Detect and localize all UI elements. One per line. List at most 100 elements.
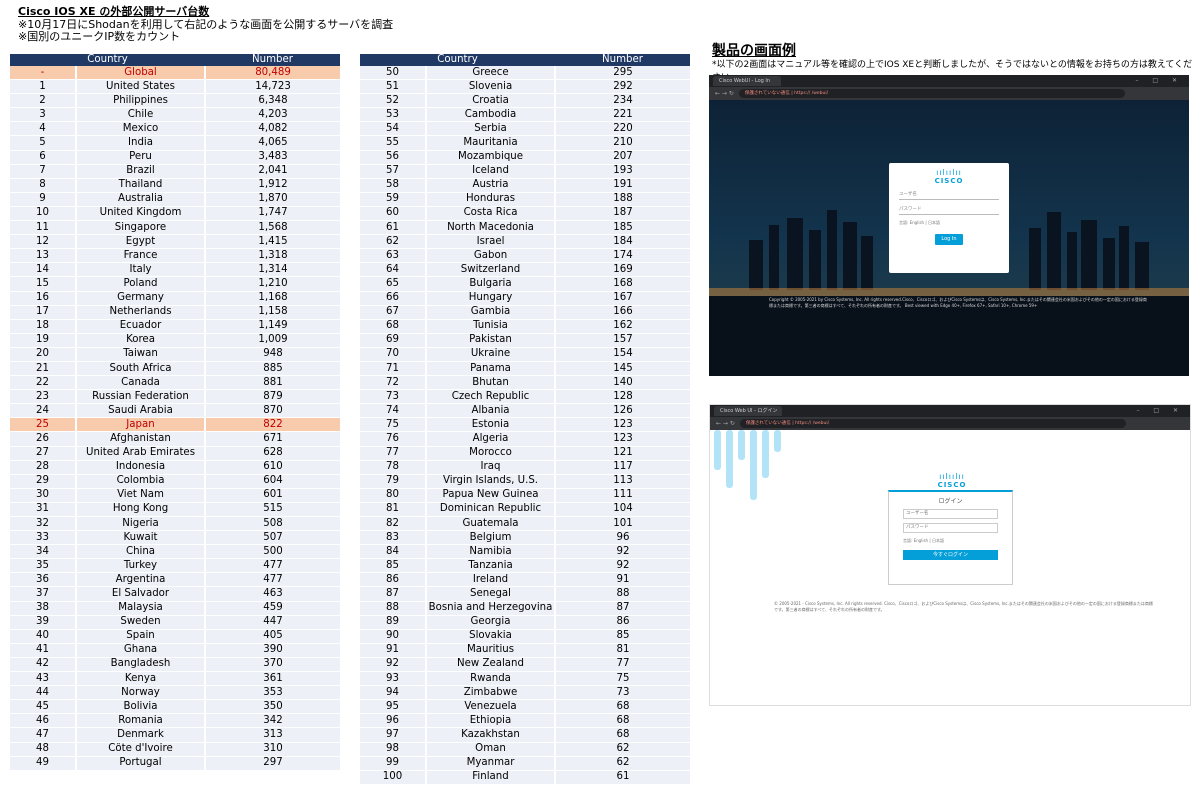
table-row: 79 Virgin Islands, U.S. 113	[360, 474, 691, 489]
number-cell: 221	[554, 107, 691, 122]
country-cell: Panama	[424, 361, 556, 376]
number-cell: 881	[204, 375, 341, 390]
number-cell: 191	[554, 178, 691, 193]
table-row: 29 Colombia 604	[10, 474, 341, 489]
country-cell: Tanzania	[424, 558, 556, 573]
country-cell: Finland	[424, 770, 556, 785]
table-row: 63 Gabon 174	[360, 248, 691, 263]
number-cell: 193	[554, 164, 691, 179]
table-row: 93 Rwanda 75	[360, 671, 691, 686]
table-row: 60 Costa Rica 187	[360, 206, 691, 221]
username-field[interactable]: ユーザ名	[899, 189, 999, 200]
number-cell: 61	[554, 770, 691, 785]
rank-cell: 68	[360, 319, 426, 334]
language-selector[interactable]: 言語: English | 日本語	[899, 220, 940, 225]
table-row: 11 Singapore 1,568	[10, 220, 341, 235]
table-row: 92 New Zealand 77	[360, 657, 691, 672]
number-cell: 1,168	[204, 291, 341, 306]
country-cell: Brazil	[74, 164, 206, 179]
rank-cell: 99	[360, 756, 426, 771]
country-cell: Slovenia	[424, 79, 556, 94]
country-cell: Malaysia	[74, 601, 206, 616]
password-field[interactable]: パスワード	[899, 204, 999, 215]
number-cell: 92	[554, 558, 691, 573]
country-cell: Saudi Arabia	[74, 403, 206, 418]
country-cell: United States	[74, 79, 206, 94]
username-field[interactable]: ユーザー名	[903, 509, 998, 519]
rank-cell: 74	[360, 403, 426, 418]
rank-cell: 52	[360, 93, 426, 108]
country-cell: Spain	[74, 629, 206, 644]
country-table-left: Country Number - Global 80,489 1 United Stat…	[10, 54, 341, 771]
login-button[interactable]: 今すぐログイン	[903, 550, 998, 560]
country-cell: Canada	[74, 375, 206, 390]
country-cell: China	[74, 544, 206, 559]
table-row: 68 Tunisia 162	[360, 319, 691, 334]
login-button[interactable]: Log In	[935, 234, 963, 245]
rank-cell: 35	[10, 558, 76, 573]
country-cell: Viet Nam	[74, 488, 206, 503]
column-header-number: Number	[555, 54, 691, 66]
table-row: 23 Russian Federation 879	[10, 389, 341, 404]
password-field[interactable]: パスワード	[903, 523, 998, 533]
country-cell: Russian Federation	[74, 389, 206, 404]
number-cell: 604	[204, 474, 341, 489]
number-cell: 68	[554, 713, 691, 728]
language-selector[interactable]: 言語: English | 日本語	[903, 538, 944, 543]
rank-cell: 48	[10, 742, 76, 757]
rank-cell: 46	[10, 713, 76, 728]
table-row: 52 Croatia 234	[360, 93, 691, 108]
country-cell: Italy	[74, 262, 206, 277]
country-cell: Bulgaria	[424, 276, 556, 291]
copyright-text: © 2005-2021 - Cisco Systems, Inc. All ri…	[774, 601, 1153, 612]
rank-cell: 42	[10, 657, 76, 672]
rank-cell: 65	[360, 276, 426, 291]
table-row: 96 Ethiopia 68	[360, 713, 691, 728]
country-cell: Poland	[74, 276, 206, 291]
table-row: 5 India 4,065	[10, 135, 341, 151]
rank-cell: 98	[360, 742, 426, 757]
country-cell: Cambodia	[424, 107, 556, 122]
rank-cell: 26	[10, 431, 76, 447]
table-row: 16 Germany 1,168	[10, 291, 341, 306]
rank-cell: 28	[10, 460, 76, 475]
rank-cell: 100	[360, 770, 426, 785]
table-row: 78 Iraq 117	[360, 460, 691, 475]
table-row: 86 Ireland 91	[360, 572, 691, 587]
country-cell: Virgin Islands, U.S.	[424, 474, 556, 489]
country-cell: Netherlands	[74, 305, 206, 320]
table-row: 3 Chile 4,203	[10, 107, 341, 122]
rank-cell: 63	[360, 248, 426, 263]
country-cell: Chile	[74, 107, 206, 122]
country-cell: Singapore	[74, 220, 206, 235]
rank-cell: 83	[360, 530, 426, 545]
table-row: 37 El Salvador 463	[10, 586, 341, 602]
nav-arrows-icon: ← → ↻	[716, 420, 735, 427]
rank-cell: 24	[10, 403, 76, 418]
table-row: 98 Oman 62	[360, 742, 691, 757]
number-cell: 3,483	[204, 150, 341, 165]
country-cell: Albania	[424, 403, 556, 418]
number-cell: 1,210	[204, 276, 341, 291]
number-cell: 86	[554, 615, 691, 630]
number-cell: 671	[204, 431, 341, 447]
rank-cell: 6	[10, 150, 76, 165]
table-row: 21 South Africa 885	[10, 361, 341, 376]
browser-tab: Cisco WebUI - Log In	[713, 76, 781, 86]
table-row: 26 Afghanistan 671	[10, 431, 341, 447]
number-cell: 2,041	[204, 164, 341, 179]
number-cell: 310	[204, 742, 341, 757]
number-cell: 234	[554, 93, 691, 108]
table-row: 1 United States 14,723	[10, 79, 341, 94]
table-row: 14 Italy 1,314	[10, 262, 341, 277]
country-cell: Kuwait	[74, 530, 206, 545]
table-row: 95 Venezuela 68	[360, 699, 691, 714]
rank-cell: 36	[10, 572, 76, 587]
rank-cell: 19	[10, 333, 76, 348]
table-row: 65 Bulgaria 168	[360, 276, 691, 291]
number-cell: 500	[204, 544, 341, 559]
number-cell: 92	[554, 544, 691, 559]
rank-cell: 22	[10, 375, 76, 390]
country-cell: Greece	[424, 66, 556, 80]
page-title: Cisco IOS XE の外部公開サーバ台数	[18, 5, 210, 18]
